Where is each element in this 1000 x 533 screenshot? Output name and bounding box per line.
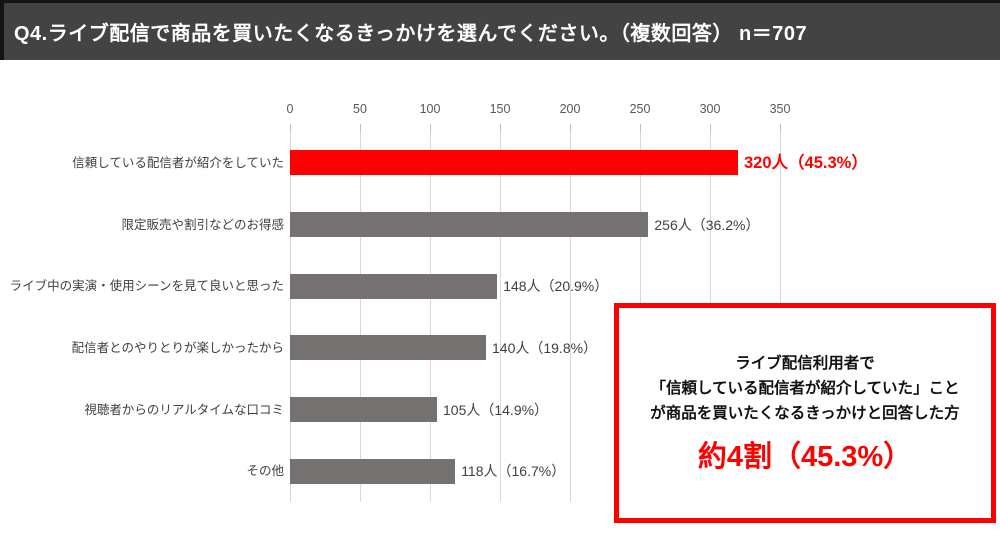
callout-box: ライブ配信利用者で 「信頼している配信者が紹介していた」こと が商品を買いたくな… [614,303,996,523]
axis-tick-label: 350 [769,102,791,116]
category-label: その他 [246,464,284,479]
axis-tick-label: 50 [353,102,367,116]
callout-line: 「信頼している配信者が紹介していた」こと [650,379,960,397]
value-label: 320人（45.3%） [744,153,868,172]
category-label: ライブ中の実演・使用シーンを見て良いと思った [9,279,284,294]
gridline [569,132,571,502]
gridline [359,132,361,502]
category-label: 限定販売や割引などのお得感 [121,217,284,232]
gridline [499,132,501,502]
axis-tick-label: 250 [629,102,651,116]
callout-highlight: 約4割（45.3%） [697,440,913,473]
axis-tick [569,124,571,132]
bar [290,335,486,361]
question-title: Q4.ライブ配信で商品を買いたくなるきっかけを選んでください。（複数回答） n＝… [14,23,808,45]
bar [290,273,498,299]
bar [290,458,456,484]
axis-tick [289,124,291,132]
bar [290,397,437,423]
value-label: 256人（36.2%） [654,216,760,233]
axis-tick [639,124,641,132]
bar [290,150,738,176]
gridline [289,132,291,502]
value-label: 105人（14.9%） [443,401,549,418]
value-label: 148人（20.9%） [503,278,609,295]
category-label: 視聴者からのリアルタイムな口コミ [84,402,284,417]
axis-tick [779,124,781,132]
axis-tick [709,124,711,132]
axis-tick-label: 150 [489,102,511,116]
callout-line: が商品を買いたくなるきっかけと回答した方 [650,404,960,422]
axis-tick-label: 300 [699,102,721,116]
value-label: 140人（19.8%） [492,339,598,356]
value-label: 118人（16.7%） [461,463,566,480]
callout-line: ライブ配信利用者で [735,354,875,372]
axis-tick [359,124,361,132]
question-header: Q4.ライブ配信で商品を買いたくなるきっかけを選んでください。（複数回答） n＝… [0,0,1000,60]
axis-tick [429,124,431,132]
gridline [429,132,431,502]
axis-tick-label: 200 [559,102,581,116]
axis-tick-label: 100 [419,102,441,116]
category-label: 信頼している配信者が紹介をしていた [72,155,284,170]
axis-tick [499,124,501,132]
category-label: 配信者とのやりとりが楽しかったから [71,340,284,355]
axis-tick-label: 0 [286,102,294,116]
bar [290,212,649,238]
